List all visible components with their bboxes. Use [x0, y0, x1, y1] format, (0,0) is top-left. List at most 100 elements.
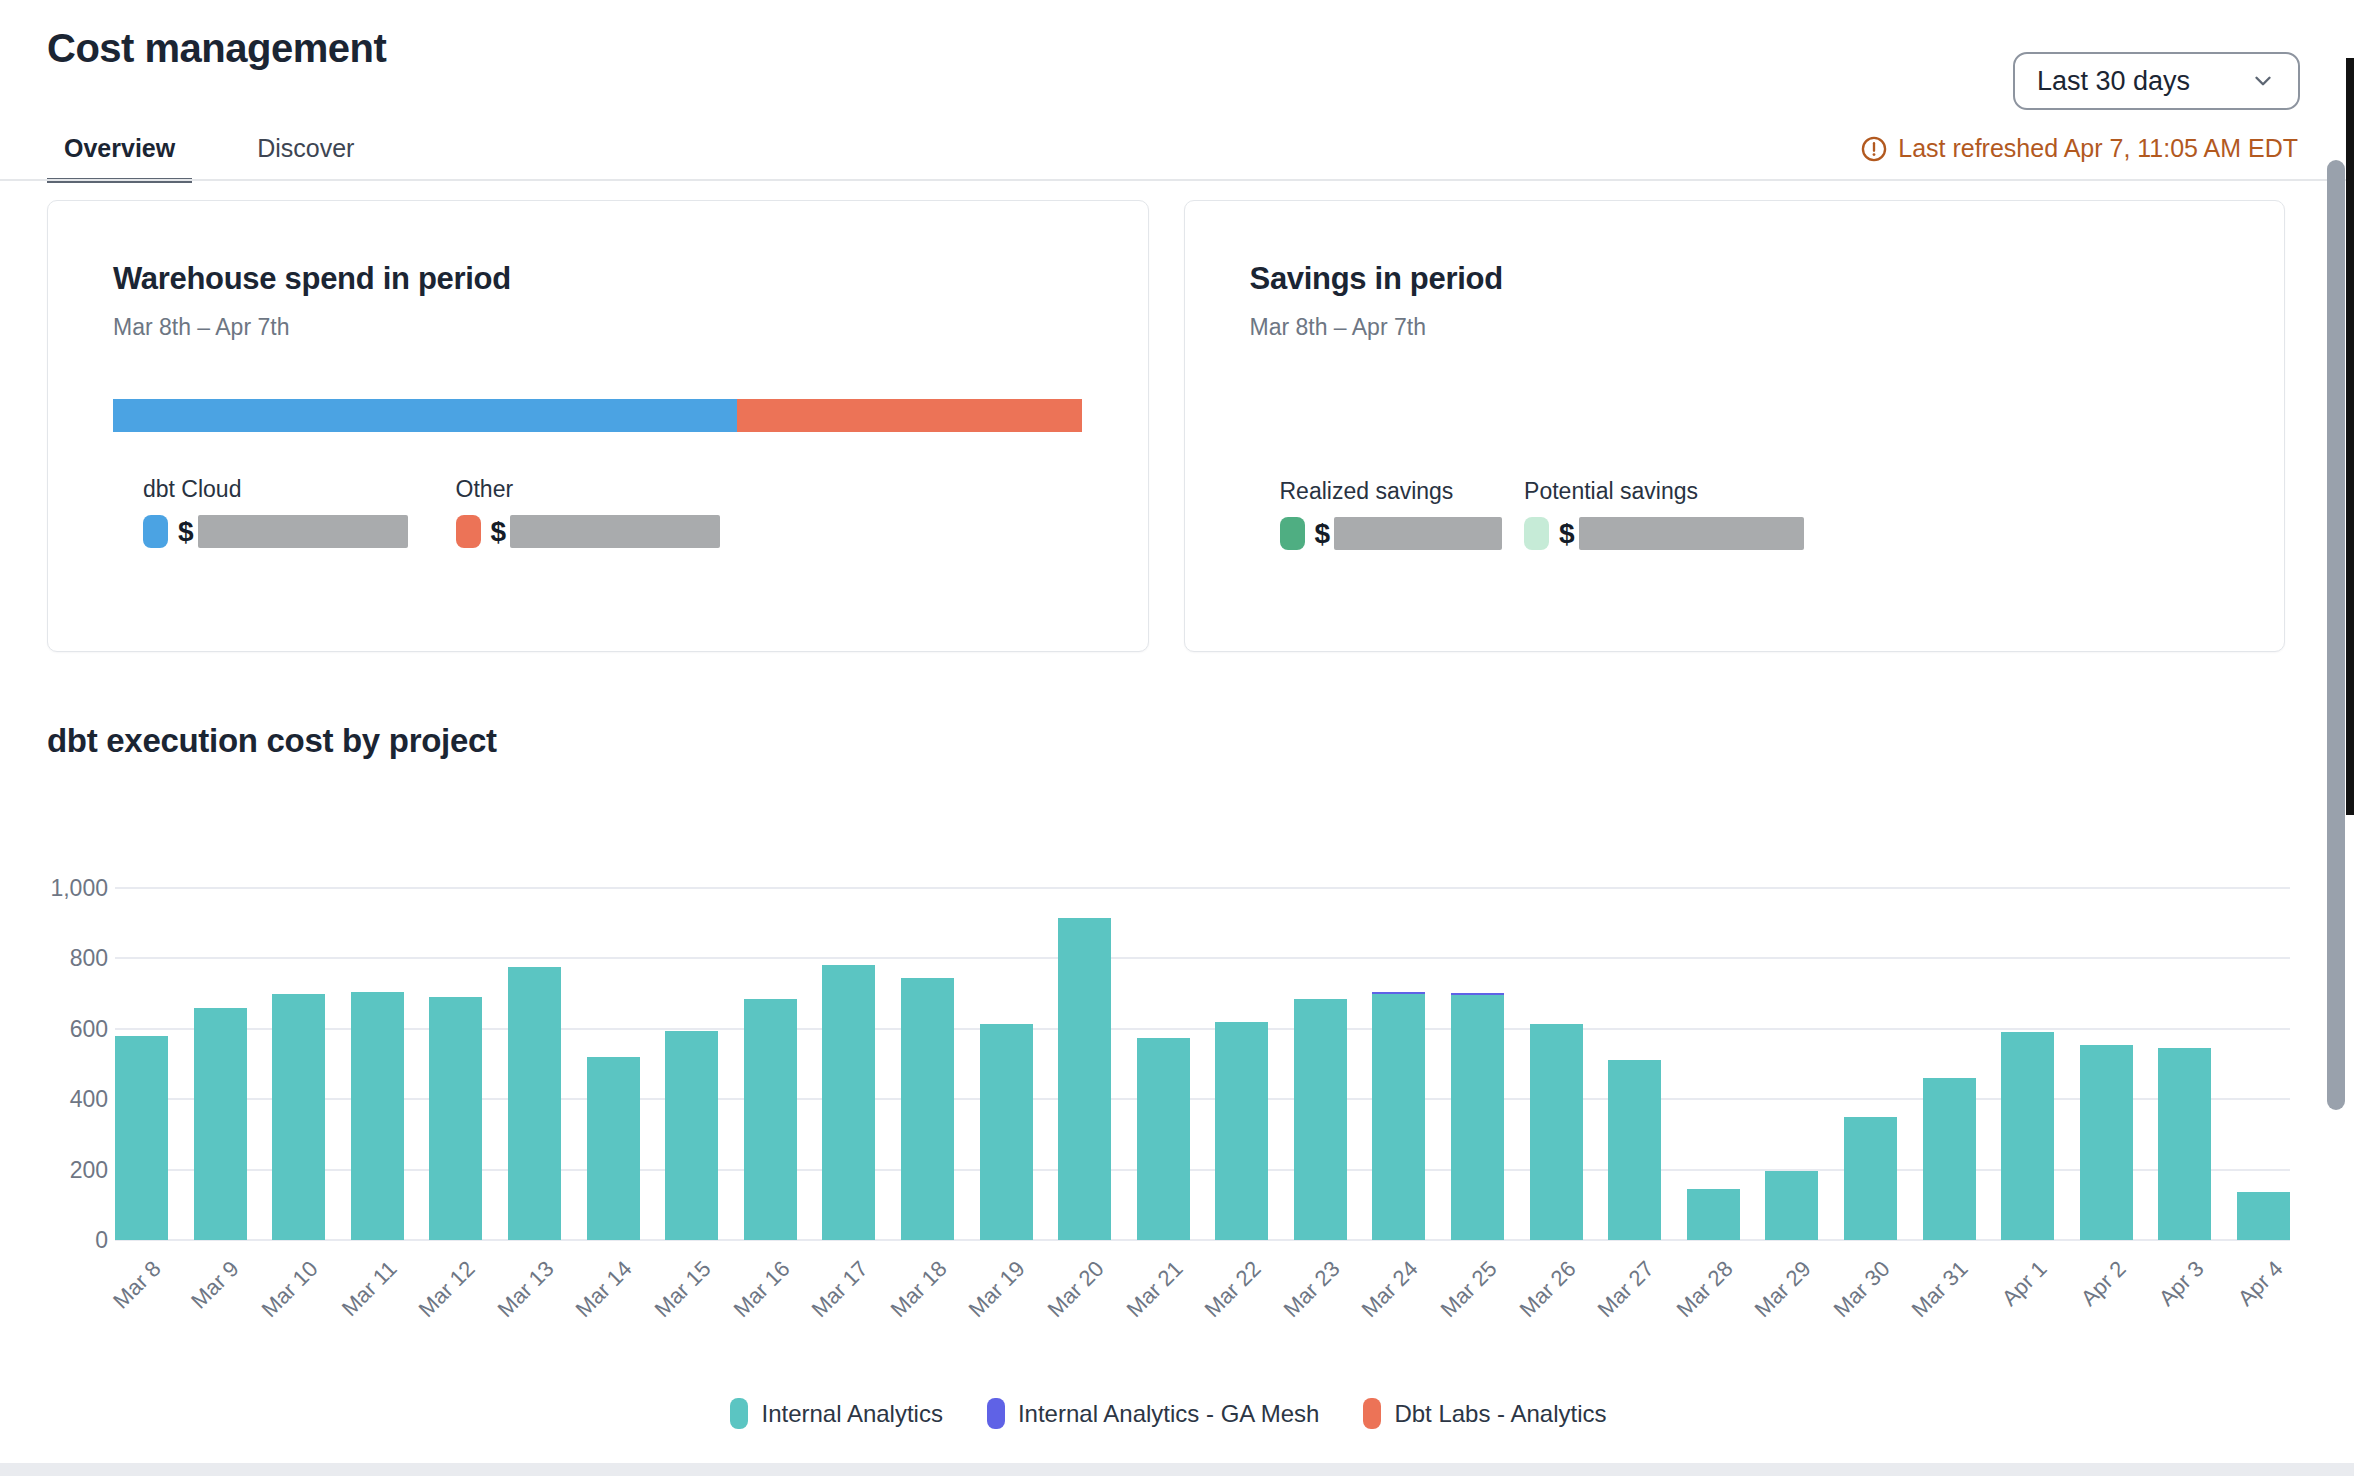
x-axis-label: Mar 17 — [807, 1256, 874, 1323]
date-range-value: Last 30 days — [2037, 66, 2190, 97]
currency-symbol: $ — [178, 516, 194, 548]
summary-cards: Warehouse spend in period Mar 8th – Apr … — [47, 200, 2285, 652]
bar-mar-14[interactable] — [587, 1057, 640, 1240]
bar-mar-18[interactable] — [901, 978, 954, 1240]
chevron-down-icon — [2250, 68, 2276, 94]
x-axis-label: Mar 10 — [257, 1256, 324, 1323]
horizontal-scrollbar-track[interactable] — [0, 1463, 2354, 1476]
x-axis-label: Mar 18 — [885, 1256, 952, 1323]
bar-mar-20[interactable] — [1058, 918, 1111, 1240]
bar-mar-13[interactable] — [508, 967, 561, 1240]
x-axis-label: Mar 31 — [1907, 1256, 1974, 1323]
bar-segment — [1215, 1022, 1268, 1240]
legend-label: dbt Cloud — [143, 476, 408, 503]
bar-mar-29[interactable] — [1765, 1171, 1818, 1240]
bar-mar-16[interactable] — [744, 999, 797, 1240]
bar-segment — [1058, 918, 1111, 1240]
bar-segment — [351, 992, 404, 1240]
bar-segment — [1372, 994, 1425, 1240]
bar-segment — [2158, 1048, 2211, 1240]
x-axis-label: Mar 15 — [650, 1256, 717, 1323]
vertical-scrollbar-thumb[interactable] — [2327, 160, 2345, 1110]
spend-segment-dbt-cloud[interactable] — [113, 399, 737, 432]
bar-segment — [1530, 1024, 1583, 1240]
chart-legend-item-internal-analytics[interactable]: Internal Analytics — [730, 1398, 942, 1429]
legend-value-row: $ — [456, 515, 721, 548]
bar-mar-26[interactable] — [1530, 1024, 1583, 1240]
legend-swatch — [730, 1398, 748, 1429]
y-axis-tick-label: 800 — [47, 945, 108, 972]
y-axis-tick-label: 200 — [47, 1156, 108, 1183]
bar-segment — [1687, 1189, 1740, 1240]
bar-mar-9[interactable] — [194, 1008, 247, 1240]
tab-bar: Overview Discover — [47, 126, 371, 181]
bar-segment — [980, 1024, 1033, 1240]
savings-legend-item-realized: Realized savings $ — [1280, 478, 1503, 550]
y-axis-tick-label: 600 — [47, 1015, 108, 1042]
alert-circle-icon — [1860, 135, 1888, 163]
page-title: Cost management — [47, 26, 386, 71]
bar-mar-21[interactable] — [1137, 1038, 1190, 1240]
plot-area — [115, 888, 2290, 1240]
cost-management-page: Cost management Last 30 days Last refres… — [0, 0, 2354, 1476]
x-axis-label: Apr 2 — [2075, 1256, 2131, 1312]
y-axis-tick-label: 0 — [47, 1227, 108, 1254]
bar-apr-3[interactable] — [2158, 1048, 2211, 1240]
chart-legend-item-dbt-labs-analytics[interactable]: Dbt Labs - Analytics — [1363, 1398, 1606, 1429]
bar-mar-22[interactable] — [1215, 1022, 1268, 1240]
bar-apr-2[interactable] — [2080, 1045, 2133, 1240]
bar-segment — [744, 999, 797, 1240]
warehouse-spend-card: Warehouse spend in period Mar 8th – Apr … — [47, 200, 1149, 652]
bar-mar-28[interactable] — [1687, 1189, 1740, 1240]
y-axis-tick-label: 1,000 — [47, 875, 108, 902]
bar-segment — [901, 978, 954, 1240]
x-axis-label: Mar 11 — [336, 1256, 402, 1322]
bar-mar-15[interactable] — [665, 1031, 718, 1240]
x-axis-label: Apr 4 — [2233, 1256, 2289, 1312]
bar-mar-24[interactable] — [1372, 992, 1425, 1241]
y-axis-tick-label: 400 — [47, 1086, 108, 1113]
realized-savings-swatch — [1280, 517, 1305, 550]
x-axis-label: Mar 24 — [1357, 1256, 1424, 1323]
x-axis-label: Mar 28 — [1671, 1256, 1738, 1323]
spend-segment-other[interactable] — [737, 399, 1082, 432]
x-axis-label: Mar 22 — [1200, 1256, 1267, 1323]
tab-overview[interactable]: Overview — [47, 126, 192, 181]
x-axis-label: Mar 16 — [728, 1256, 795, 1323]
card-title: Warehouse spend in period — [113, 261, 1083, 297]
bar-mar-8[interactable] — [115, 1036, 168, 1240]
bar-mar-19[interactable] — [980, 1024, 1033, 1240]
bar-mar-25[interactable] — [1451, 993, 1504, 1240]
bar-segment — [115, 1036, 168, 1240]
bar-mar-27[interactable] — [1608, 1060, 1661, 1240]
bar-mar-30[interactable] — [1844, 1117, 1897, 1240]
bar-apr-4[interactable] — [2237, 1192, 2290, 1240]
bar-mar-10[interactable] — [272, 994, 325, 1240]
date-range-dropdown[interactable]: Last 30 days — [2013, 52, 2300, 110]
chart-section-title: dbt execution cost by project — [47, 722, 497, 760]
bar-mar-23[interactable] — [1294, 999, 1347, 1240]
bar-segment — [822, 965, 875, 1240]
last-refreshed-status: Last refreshed Apr 7, 11:05 AM EDT — [1860, 134, 2298, 163]
legend-value-row: $ — [1280, 517, 1503, 550]
tab-discover[interactable]: Discover — [240, 126, 371, 181]
masked-value — [198, 515, 408, 548]
bar-segment — [1137, 1038, 1190, 1240]
x-axis-label: Mar 30 — [1828, 1256, 1895, 1323]
bar-segment — [194, 1008, 247, 1240]
bar-apr-1[interactable] — [2001, 1032, 2054, 1240]
bar-segment — [1765, 1171, 1818, 1240]
bar-segment — [1608, 1060, 1661, 1240]
bar-mar-31[interactable] — [1923, 1078, 1976, 1240]
bar-mar-11[interactable] — [351, 992, 404, 1240]
bar-segment — [2080, 1045, 2133, 1240]
x-axis-label: Apr 3 — [2154, 1256, 2210, 1312]
legend-value-row: $ — [1524, 517, 1804, 550]
bar-mar-12[interactable] — [429, 997, 482, 1240]
bar-mar-17[interactable] — [822, 965, 875, 1240]
card-period: Mar 8th – Apr 7th — [113, 314, 1083, 341]
chart-legend-item-internal-analytics-ga-mesh[interactable]: Internal Analytics - GA Mesh — [987, 1398, 1319, 1429]
bar-segment — [1294, 999, 1347, 1240]
masked-value — [1579, 517, 1804, 550]
legend-label: Internal Analytics — [761, 1400, 942, 1428]
